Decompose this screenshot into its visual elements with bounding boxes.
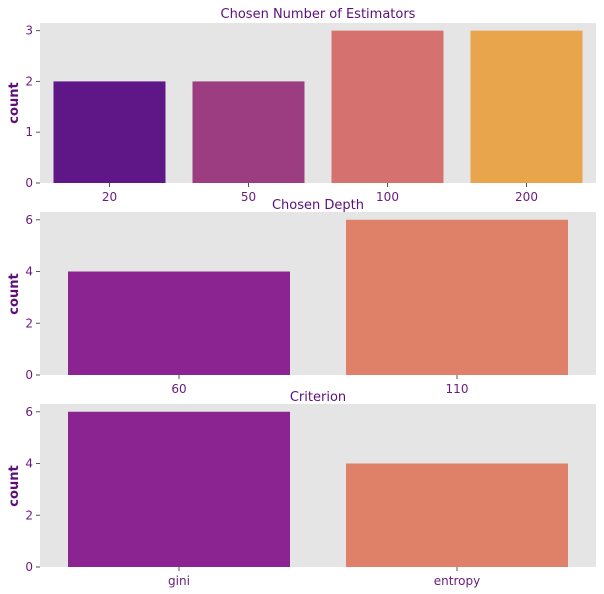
- chart-estimators-bar-100: [331, 30, 444, 183]
- chart-criterion-ylabel: count: [7, 465, 22, 506]
- chart-estimators: Chosen Number of Estimators count 20 50 10…: [7, 7, 596, 204]
- x-tick-label: 100: [376, 190, 399, 204]
- x-tick-label: gini: [168, 574, 190, 588]
- chart-estimators-bar-50: [192, 81, 305, 183]
- x-tick-label: 50: [241, 190, 256, 204]
- y-tick-label: 0: [25, 176, 33, 190]
- chart-depth-bar-60: [68, 271, 290, 375]
- chart-estimators-bar-20: [53, 81, 166, 183]
- y-tick-label: 4: [25, 265, 33, 279]
- chart-criterion-bars: [68, 411, 568, 567]
- chart-criterion: Criterion count gini entropy 0 2 4 6: [7, 390, 596, 588]
- x-tick-label: 20: [102, 190, 117, 204]
- y-tick-label: 0: [25, 560, 33, 574]
- chart-estimators-bar-200: [470, 30, 583, 183]
- y-tick-label: 3: [25, 24, 33, 38]
- chart-depth: Chosen Depth count 60 110 0 2 4 6: [7, 198, 596, 396]
- x-tick-label: entropy: [434, 574, 480, 588]
- chart-criterion-axes: gini entropy 0 2 4 6: [25, 405, 480, 588]
- y-tick-label: 6: [25, 405, 33, 419]
- x-tick-label: 200: [515, 190, 538, 204]
- y-tick-label: 2: [25, 316, 33, 330]
- chart-depth-bars: [68, 219, 568, 375]
- chart-depth-title: Chosen Depth: [272, 198, 364, 213]
- chart-criterion-title: Criterion: [290, 390, 346, 405]
- y-tick-label: 0: [25, 368, 33, 382]
- chart-estimators-bars: [53, 30, 583, 183]
- x-tick-label: 60: [171, 382, 186, 396]
- chart-criterion-bar-gini: [68, 411, 290, 567]
- x-tick-label: 110: [446, 382, 469, 396]
- chart-criterion-bar-entropy: [346, 463, 568, 567]
- chart-estimators-ylabel: count: [7, 82, 22, 123]
- chart-estimators-axes: 20 50 100 200 0 1 2 3: [25, 24, 538, 204]
- chart-depth-bar-110: [346, 219, 568, 375]
- y-tick-label: 2: [25, 74, 33, 88]
- chart-estimators-title: Chosen Number of Estimators: [221, 7, 416, 22]
- y-tick-label: 1: [25, 125, 33, 139]
- chart-depth-axes: 60 110 0 2 4 6: [25, 213, 468, 396]
- y-tick-label: 2: [25, 508, 33, 522]
- y-tick-label: 6: [25, 213, 33, 227]
- y-tick-label: 4: [25, 457, 33, 471]
- chart-depth-ylabel: count: [7, 273, 22, 314]
